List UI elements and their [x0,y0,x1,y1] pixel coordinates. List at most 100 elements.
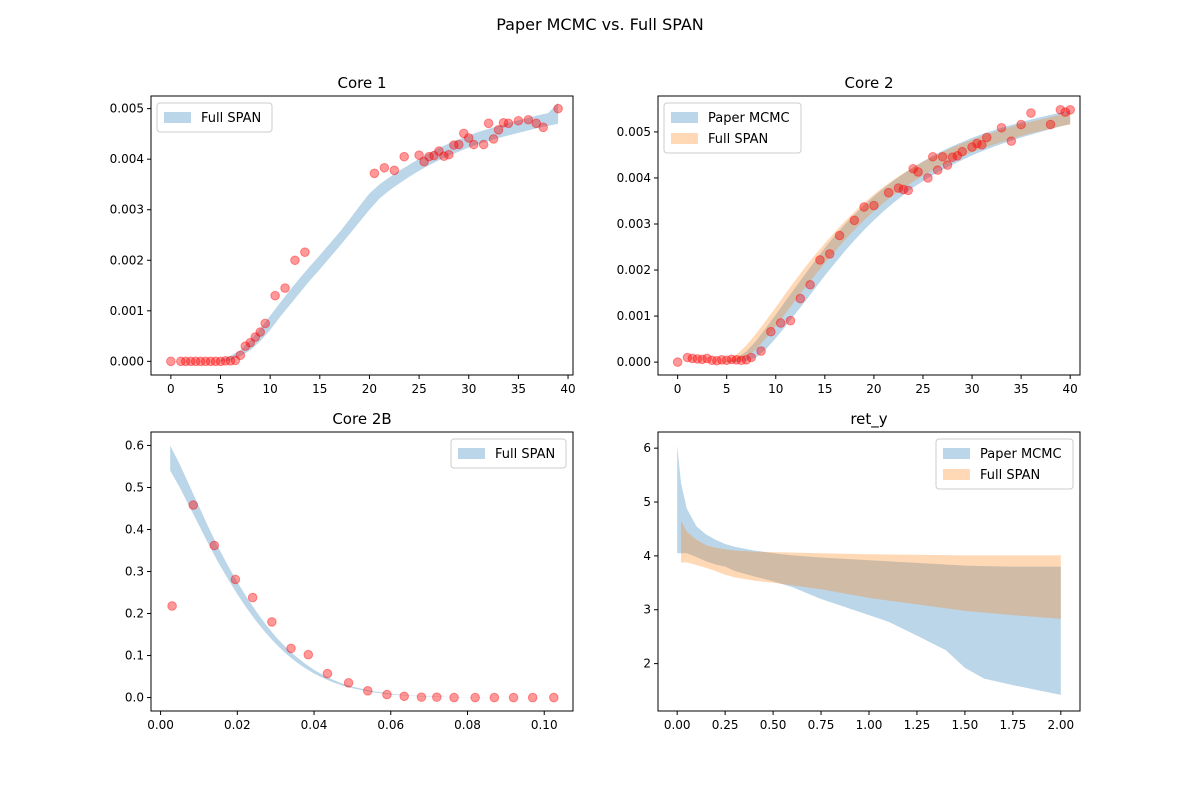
x-tick-label: 2.00 [1047,718,1074,732]
data-point [245,337,256,348]
data-point [303,649,314,660]
data-point [235,350,246,361]
data-point [523,114,534,125]
data-point [785,315,796,326]
x-tick-label: 20 [362,382,377,396]
data-point [498,117,509,128]
x-tick-label: 15 [817,382,832,396]
legend-swatch [671,133,698,144]
data-point [369,168,380,179]
legend: Full SPAN [450,438,567,469]
x-tick-label: 30 [461,382,476,396]
data-point [488,134,499,144]
data-point [869,200,879,211]
data-point [414,150,424,160]
data-point [721,355,732,366]
data-point [947,152,958,163]
figure-suptitle: Paper MCMC vs. Full SPAN [496,15,704,34]
subplot-title: Core 2B [332,410,391,428]
data-point [210,356,221,367]
data-point [775,318,786,328]
data-point [195,356,206,367]
data-point [215,356,226,367]
data-point [967,142,977,152]
x-tick-label: 10 [263,382,278,396]
legend-box [935,438,1074,490]
data-point [716,355,727,365]
data-point [977,140,987,150]
data-point [795,293,806,304]
data-point [478,139,489,150]
data-point [230,355,241,366]
x-tick-label: 0.00 [147,718,174,732]
data-point [927,151,938,162]
data-point [190,356,201,367]
subplot-title: Core 1 [337,74,386,92]
data-point [937,151,948,162]
data-point [434,146,444,156]
data-point [1065,105,1075,115]
x-tick-label: 0.75 [808,718,835,732]
data-point [746,352,757,363]
data-point [549,692,559,703]
data-point [824,249,835,259]
data-point [932,165,943,175]
x-tick-label: 25 [915,382,930,396]
data-point [712,355,722,366]
x-tick-label: 35 [511,382,526,396]
y-tick-label: 0.001 [617,309,651,323]
data-point [343,678,354,688]
y-tick-label: 0.4 [125,522,144,536]
data-point [731,355,742,365]
data-point [255,327,266,337]
data-point [1045,119,1056,130]
y-tick-label: 0.005 [110,102,144,116]
x-tick-label: 0.50 [760,718,787,732]
data-point [362,686,373,696]
data-point [175,356,186,367]
y-tick-label: 2 [643,657,651,671]
data-point [893,183,904,193]
legend-label: Full SPAN [201,111,261,126]
y-tick-label: 0.003 [617,217,651,231]
data-point [300,247,310,257]
data-point [205,356,216,367]
band-paper-mcmc [726,110,1071,363]
x-tick-label: 40 [1063,382,1078,396]
band-full-span [220,102,559,362]
data-point [957,146,968,157]
x-tick-label: 40 [560,382,575,396]
legend-swatch [458,448,485,459]
data-point [260,318,270,329]
data-point [270,290,280,301]
x-tick-label: 35 [1013,382,1028,396]
legend-box [663,102,802,154]
plot-area [167,445,559,703]
data-point [247,592,258,603]
data-point [449,140,459,150]
data-point [508,692,519,703]
data-point [290,255,300,266]
data-point [849,215,860,226]
data-point [766,326,776,337]
legend-box [450,438,567,469]
data-point [736,355,747,366]
subplot-ret-y: 0.00 0.25 0.50 0.75 1.00 1.25 1.50 1.75 2.00 2 3 4 5… [643,410,1081,732]
x-tick-label: 25 [411,382,426,396]
data-point [382,689,392,700]
y-tick-label: 0.003 [110,203,144,217]
data-point [493,125,504,135]
legend-swatch [943,469,970,480]
legend-swatch [671,112,698,123]
data-point [286,643,296,654]
x-tick-label: 5 [723,382,731,396]
subplot-core2b: 0.00 0.02 0.04 0.06 0.08 0.10 0.0 0.1 0.2 0.3 0.4 0… [125,410,574,732]
legend-label: Paper MCMC [708,111,790,126]
y-tick-label: 0.0 [125,691,144,705]
x-tick-label: 1.75 [1000,718,1027,732]
y-tick-label: 0.6 [125,438,144,452]
data-point [1016,119,1026,130]
x-tick-label: 0.04 [301,718,328,732]
